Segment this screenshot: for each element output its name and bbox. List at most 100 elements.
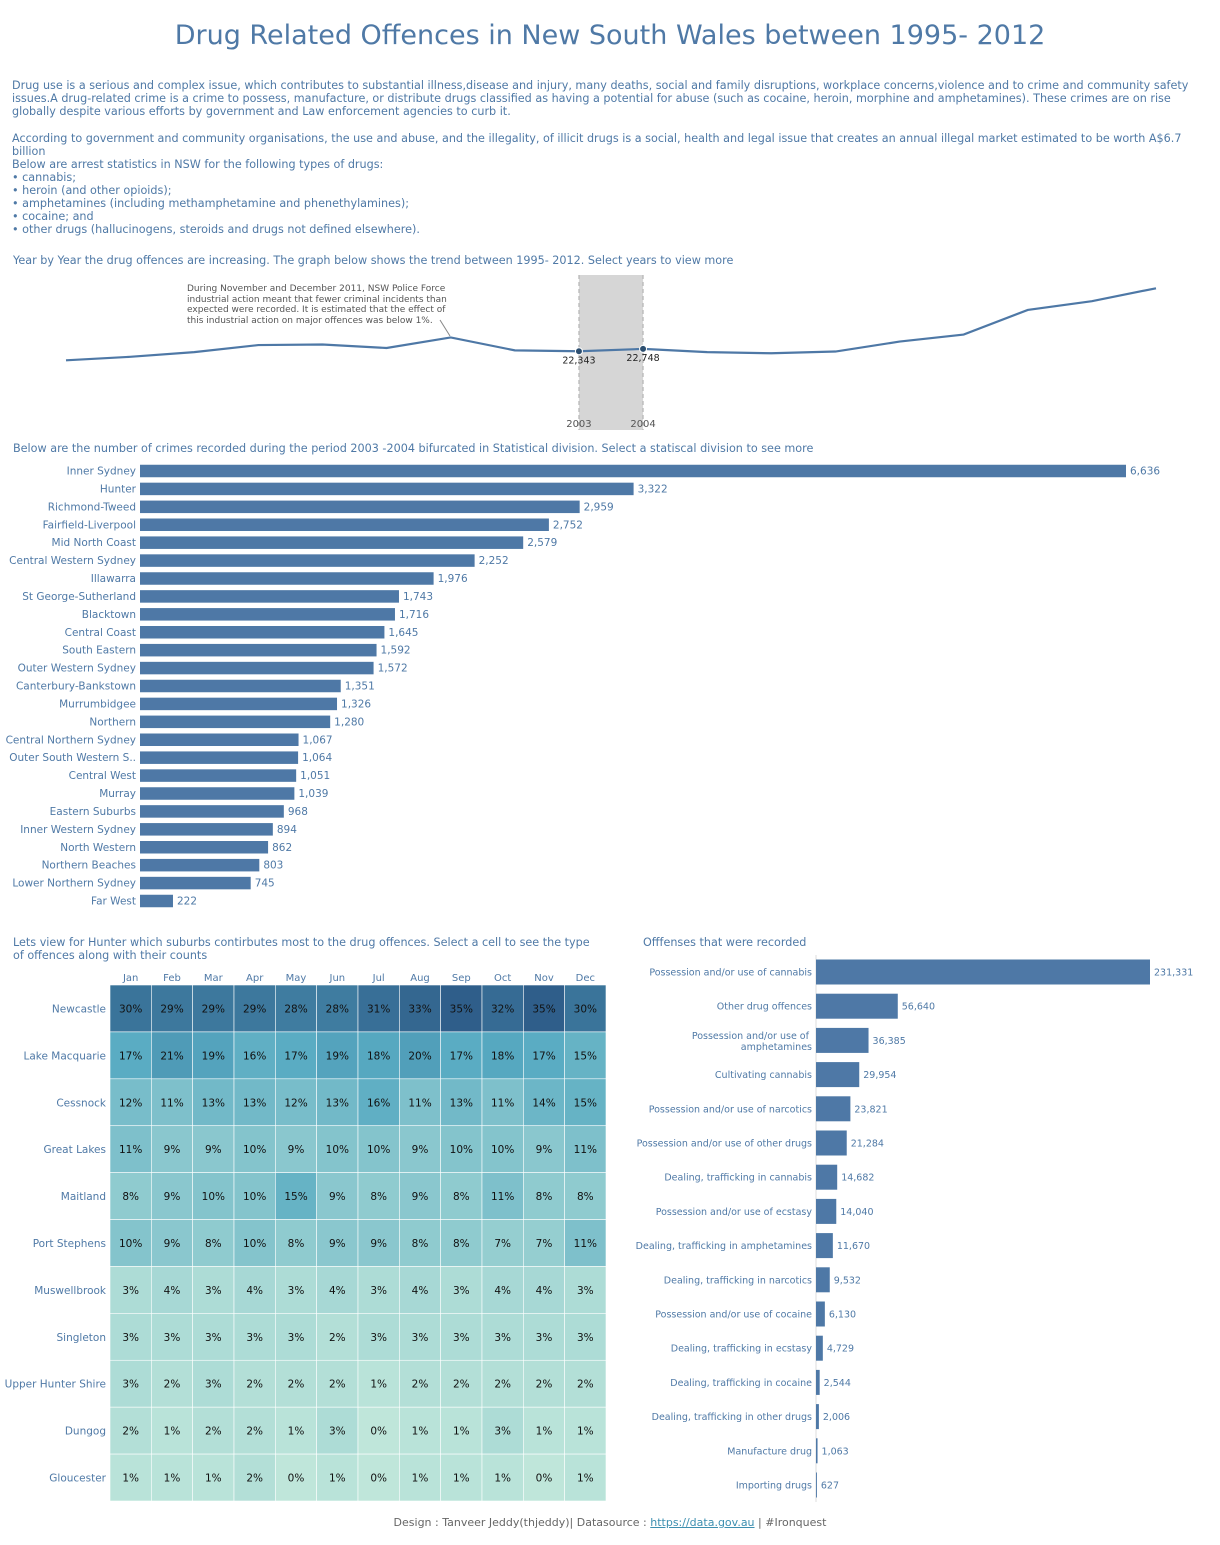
- value-label: 222: [177, 896, 197, 908]
- category-label: Eastern Suburbs: [50, 806, 136, 818]
- category-label: Possession and/or use of narcotics: [649, 1104, 812, 1115]
- cell-label: 10%: [450, 1144, 473, 1156]
- cell-label: 21%: [160, 1050, 183, 1062]
- cell-label: 3%: [122, 1332, 139, 1344]
- heat-cell: [151, 1313, 193, 1361]
- cell-label: 11%: [491, 1191, 514, 1203]
- value-label: 56,640: [902, 1002, 935, 1013]
- heat-cell: [357, 1078, 400, 1127]
- cell-label: 15%: [574, 1097, 597, 1109]
- bar: [140, 823, 273, 836]
- cell-label: 4%: [246, 1285, 263, 1297]
- bar: [816, 993, 898, 1019]
- value-label: 231,331: [1154, 968, 1193, 979]
- heat-cell: [192, 1172, 235, 1220]
- cell-label: 10%: [491, 1144, 514, 1156]
- category-label: Lower Northern Sydney: [12, 878, 136, 890]
- bar: [140, 518, 549, 531]
- heat-cell: [399, 1453, 441, 1502]
- heat-cell: [151, 984, 193, 1033]
- cell-label: 1%: [494, 1473, 511, 1485]
- value-label: 1,051: [300, 770, 330, 782]
- category-label: Canterbury-Bankstown: [16, 681, 136, 693]
- value-label: 23,821: [854, 1104, 887, 1115]
- row-label: Cessnock: [56, 1097, 107, 1109]
- heat-cell: [357, 1266, 400, 1314]
- value-label: 1,039: [298, 788, 328, 800]
- bar-chart-title: Below are the number of crimes recorded …: [13, 442, 814, 455]
- value-label: 1,645: [388, 627, 418, 639]
- heat-cell: [151, 1078, 193, 1127]
- cell-label: 1%: [453, 1473, 470, 1485]
- value-label: 1,063: [822, 1446, 849, 1457]
- cell-label: 17%: [450, 1050, 473, 1062]
- cell-label: 3%: [412, 1332, 429, 1344]
- value-label: 14,682: [841, 1173, 874, 1184]
- heat-cell: [399, 1406, 441, 1455]
- cell-label: 2%: [412, 1379, 429, 1391]
- value-label: 6,130: [829, 1310, 856, 1321]
- cell-label: 17%: [532, 1050, 555, 1062]
- heat-cell: [233, 1313, 276, 1361]
- heat-cell: [564, 984, 607, 1033]
- category-label: Possession and/or use of other drugs: [637, 1139, 812, 1150]
- heat-cell: [357, 1406, 400, 1455]
- column-label: Feb: [163, 973, 181, 984]
- heat-cell: [316, 1172, 359, 1220]
- category-label: Outer South Western S..: [9, 752, 136, 764]
- bar: [140, 841, 269, 854]
- cell-label: 1%: [412, 1473, 429, 1485]
- heat-cell: [523, 984, 565, 1033]
- heat-cell: [109, 1219, 152, 1267]
- value-label: 36,385: [873, 1036, 906, 1047]
- bar: [140, 858, 260, 872]
- value-label: 745: [255, 878, 275, 890]
- cell-label: 13%: [243, 1097, 266, 1109]
- cell-label: 18%: [491, 1050, 514, 1062]
- heat-cell: [564, 1219, 607, 1267]
- cell-label: 16%: [243, 1050, 266, 1062]
- category-label: Central Northern Sydney: [6, 734, 136, 746]
- cell-label: 3%: [122, 1379, 139, 1391]
- cell-label: 18%: [367, 1050, 390, 1062]
- line-chart-title: Year by Year the drug offences are incre…: [13, 254, 734, 267]
- heat-cell: [523, 1453, 565, 1502]
- bullet-item: • other drugs (hallucinogens, steroids a…: [12, 223, 420, 236]
- category-label: Fairfield-Liverpool: [43, 519, 136, 531]
- cell-label: 19%: [326, 1050, 349, 1062]
- cell-label: 0%: [536, 1473, 553, 1485]
- category-label: Manufacture drug: [727, 1446, 812, 1457]
- value-label: 11,670: [837, 1241, 870, 1252]
- cell-label: 10%: [326, 1144, 349, 1156]
- column-label: Jan: [122, 973, 138, 984]
- cell-label: 3%: [536, 1332, 553, 1344]
- column-label: Sep: [452, 973, 471, 984]
- cell-label: 15%: [574, 1050, 597, 1062]
- intro-paragraph: Drug use is a serious and complex issue,…: [12, 79, 1189, 118]
- category-label: Dealing, trafficking in narcotics: [664, 1275, 812, 1286]
- cell-label: 31%: [367, 1003, 390, 1015]
- category-label: Dealing, trafficking in cocaine: [670, 1378, 812, 1389]
- bullet-item: • amphetamines (including methamphetamin…: [12, 197, 409, 210]
- heat-cell: [192, 1078, 235, 1127]
- cell-label: 0%: [370, 1426, 387, 1438]
- bullet-list: • cannabis; • heroin (and other opioids);…: [12, 171, 1207, 236]
- cell-label: 15%: [284, 1191, 307, 1203]
- category-label: Other drug offences: [717, 1002, 812, 1013]
- heat-cell: [233, 984, 276, 1033]
- source-link[interactable]: https://data.gov.au: [650, 1516, 755, 1529]
- bar: [140, 590, 399, 603]
- bar: [816, 1062, 860, 1088]
- heat-cell: [399, 1219, 441, 1267]
- column-label: Oct: [494, 973, 511, 984]
- cell-label: 4%: [329, 1285, 346, 1297]
- heat-cell: [233, 1359, 276, 1408]
- cell-label: 0%: [370, 1473, 387, 1485]
- footer-text: Design : Tanveer Jeddy(thjeddy)| Datasou…: [393, 1516, 651, 1529]
- heat-cell: [440, 1313, 483, 1361]
- cell-label: 8%: [288, 1238, 305, 1250]
- bar: [816, 1404, 819, 1430]
- cell-label: 4%: [164, 1285, 181, 1297]
- heat-cell: [275, 1125, 317, 1173]
- bullet-item: • cannabis;: [12, 171, 77, 184]
